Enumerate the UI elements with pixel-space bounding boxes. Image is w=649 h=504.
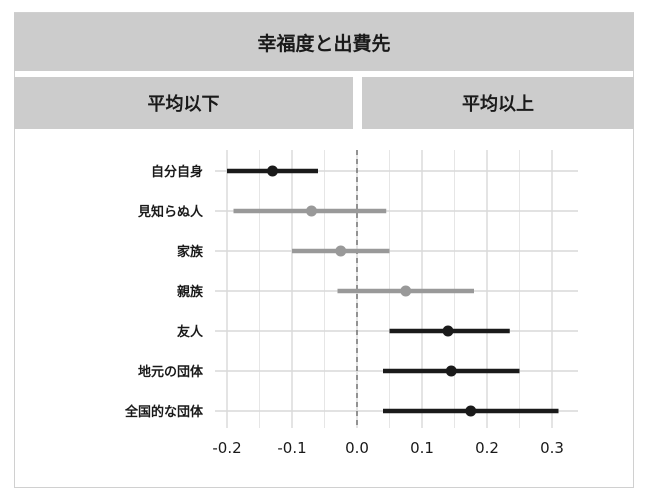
estimate-point-2 — [335, 245, 347, 257]
category-label-6: 全国的な団体 — [124, 404, 204, 420]
estimate-point-0 — [267, 165, 278, 177]
x-tick-label-2: 0.0 — [345, 439, 369, 457]
category-label-5: 地元の団体 — [138, 364, 204, 380]
point-estimates — [267, 165, 477, 417]
category-label-2: 家族 — [177, 244, 204, 260]
estimate-point-6 — [465, 405, 477, 417]
chart-title: 幸福度と出費先 — [14, 13, 634, 71]
category-label-0: 自分自身 — [151, 164, 203, 180]
panel-label-above-average: 平均以上 — [362, 77, 634, 129]
category-label-4: 友人 — [177, 324, 204, 340]
estimate-point-3 — [400, 285, 412, 297]
x-tick-label-0: -0.2 — [212, 439, 241, 457]
x-tick-label-1: -0.1 — [277, 439, 306, 457]
x-tick-labels: -0.2 -0.1 0.0 0.1 0.2 0.3 — [212, 439, 564, 457]
x-tick-label-3: 0.1 — [410, 439, 434, 457]
panel-label-below-average: 平均以下 — [14, 77, 353, 129]
x-tick-label-4: 0.2 — [475, 439, 499, 457]
estimate-point-1 — [306, 205, 317, 217]
confidence-intervals — [227, 168, 559, 414]
estimate-point-5 — [445, 365, 457, 377]
estimate-point-4 — [442, 325, 454, 337]
category-label-3: 親族 — [177, 284, 204, 300]
category-label-1: 見知らぬ人 — [137, 204, 204, 220]
x-tick-label-5: 0.3 — [540, 439, 564, 457]
